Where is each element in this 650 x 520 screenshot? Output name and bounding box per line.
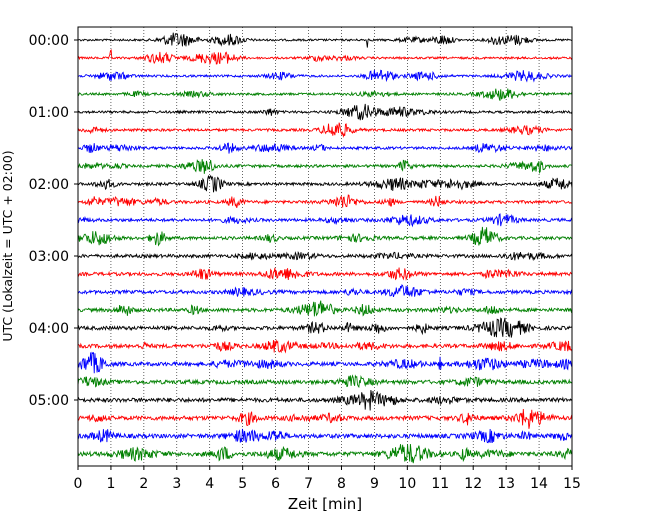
x-tick-label: 7 bbox=[304, 476, 313, 492]
x-tick-label: 8 bbox=[337, 476, 346, 492]
y-tick-label: 05:00 bbox=[29, 393, 69, 409]
x-tick-label: 1 bbox=[106, 476, 115, 492]
seismic-trace bbox=[77, 194, 573, 208]
seismic-trace bbox=[77, 159, 573, 174]
seismic-trace bbox=[77, 300, 573, 317]
seismic-traces bbox=[77, 32, 573, 464]
seismic-trace bbox=[77, 390, 573, 411]
x-tick-label: 15 bbox=[563, 476, 581, 492]
seismic-trace bbox=[77, 142, 573, 154]
x-tick-label: 3 bbox=[172, 476, 181, 492]
seismic-trace bbox=[77, 226, 573, 247]
x-tick-label: 9 bbox=[370, 476, 379, 492]
x-tick-label: 12 bbox=[464, 476, 482, 492]
x-axis-label: Zeit [min] bbox=[288, 495, 362, 513]
y-axis-ticks: 00:00 01:00 02:00 03:00 04:00 05:00 bbox=[29, 33, 78, 409]
x-tick-label: 10 bbox=[398, 476, 416, 492]
seismic-trace bbox=[77, 267, 573, 281]
y-tick-label: 01:00 bbox=[29, 105, 69, 121]
x-tick-label: 5 bbox=[238, 476, 247, 492]
x-tick-label: 13 bbox=[497, 476, 515, 492]
seismic-trace bbox=[77, 351, 573, 374]
seismic-trace bbox=[77, 32, 573, 48]
x-tick-label: 4 bbox=[205, 476, 214, 492]
x-axis-ticks: 0 1 2 3 4 5 6 7 8 9 10 11 12 13 14 15 bbox=[74, 466, 581, 492]
x-tick-label: 2 bbox=[139, 476, 148, 492]
seismic-trace bbox=[77, 122, 573, 139]
x-tick-label: 6 bbox=[271, 476, 280, 492]
seismic-trace bbox=[78, 408, 573, 429]
plot-frame bbox=[77, 26, 573, 467]
seismic-trace bbox=[77, 284, 573, 298]
y-tick-label: 02:00 bbox=[29, 177, 69, 193]
seismic-trace bbox=[77, 88, 573, 101]
seismic-trace bbox=[77, 174, 573, 193]
y-axis-label: UTC (Lokalzeit = UTC + 02:00) bbox=[0, 150, 15, 341]
y-tick-label: 00:00 bbox=[29, 33, 69, 49]
seismic-trace bbox=[77, 213, 573, 228]
y-tick-label: 04:00 bbox=[29, 321, 69, 337]
plot-background bbox=[78, 27, 572, 466]
seismic-trace bbox=[77, 317, 573, 338]
x-tick-label: 11 bbox=[431, 476, 449, 492]
x-tick-label: 0 bbox=[74, 476, 83, 492]
seismic-trace bbox=[77, 103, 573, 121]
seismic-trace bbox=[77, 48, 573, 66]
x-tick-label: 14 bbox=[530, 476, 548, 492]
grid-lines bbox=[110, 27, 540, 466]
seismic-trace bbox=[77, 444, 573, 464]
y-tick-label: 03:00 bbox=[29, 249, 69, 265]
seismic-trace bbox=[77, 69, 573, 83]
seismic-trace bbox=[77, 251, 573, 262]
seismic-trace bbox=[77, 339, 573, 354]
seismic-trace bbox=[77, 428, 573, 444]
seismic-trace bbox=[77, 374, 573, 389]
